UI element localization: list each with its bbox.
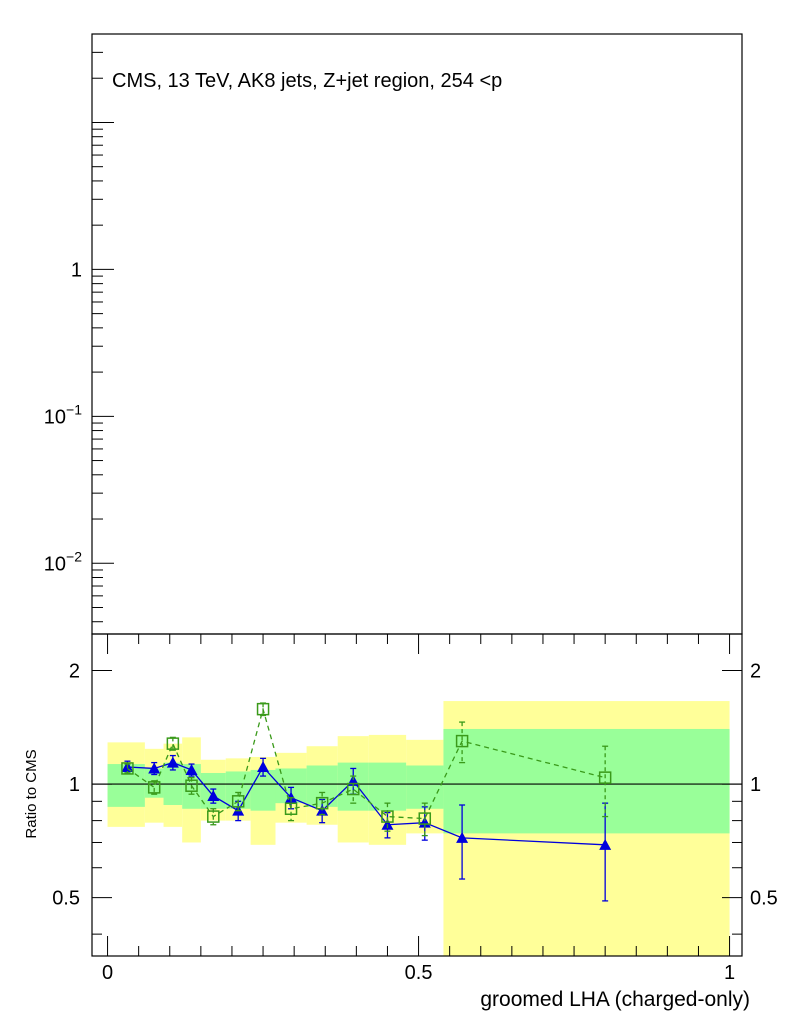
- stat-uncertainty-band: [443, 728, 730, 834]
- data-point-triangle: [418, 816, 431, 828]
- lower-panel: 0 0.5 1 0.5 0.5 1 1 2 2 groomed LHA (charged-onl…: [23, 633, 778, 1011]
- series-open-square: [121, 702, 612, 837]
- upper-y-ticks: [92, 33, 114, 623]
- upper-y-tick-labels: 1 10−1 10−2: [44, 259, 82, 575]
- data-point-square: [207, 810, 220, 823]
- y-tick-label-left: 1: [69, 774, 80, 796]
- x-tick-label: 0.5: [405, 962, 433, 984]
- data-point-square: [231, 795, 245, 808]
- data-point-square: [256, 702, 270, 716]
- y-axis-label: Ratio to CMS: [23, 749, 40, 838]
- y-tick-label-right: 2: [750, 661, 761, 683]
- x-tick-label: 1: [724, 962, 735, 984]
- upper-panel: 1 10−1 10−2 CMS, 13 TeV, AK8 jets, Z+jet r…: [44, 33, 743, 635]
- data-point-triangle: [599, 838, 612, 850]
- y-tick-label-right: 1: [750, 774, 761, 796]
- data-point-square: [598, 771, 612, 784]
- x-tick-label: 0: [102, 962, 113, 984]
- lower-ticks: [92, 634, 742, 956]
- series-layer: [121, 702, 612, 902]
- data-point-square: [455, 734, 469, 748]
- x-axis-label: groomed LHA (charged-only): [480, 988, 750, 1011]
- lower-tick-labels: 0 0.5 1 0.5 0.5 1 1 2 2: [52, 661, 778, 984]
- lower-plot-frame: [91, 633, 743, 957]
- y-tick-label-left: 2: [69, 661, 80, 683]
- upper-y-tick-label: 10−1: [44, 401, 82, 428]
- plot-title: CMS, 13 TeV, AK8 jets, Z+jet region, 254…: [112, 70, 502, 92]
- data-point-square: [418, 812, 432, 825]
- data-point-triangle: [207, 789, 220, 801]
- data-point-square: [121, 762, 134, 775]
- data-point-square: [284, 802, 298, 816]
- upper-plot-frame: [91, 33, 743, 635]
- data-point-triangle: [456, 831, 469, 843]
- data-point-triangle: [166, 756, 179, 768]
- stat-uncertainty-band: [406, 765, 444, 809]
- y-tick-label-right: 0.5: [750, 888, 778, 910]
- data-point-triangle: [148, 762, 161, 774]
- data-point-square: [315, 796, 329, 810]
- data-point-square: [147, 781, 161, 794]
- data-point-triangle: [257, 760, 270, 772]
- y-tick-label-left: 0.5: [52, 888, 80, 910]
- upper-y-tick-label: 1: [71, 259, 82, 281]
- data-point-square: [346, 782, 360, 796]
- data-point-square: [185, 779, 198, 792]
- data-point-triangle: [185, 763, 198, 775]
- data-point-square: [381, 810, 394, 823]
- data-point-square: [166, 737, 180, 750]
- upper-y-tick-label: 10−2: [44, 548, 82, 575]
